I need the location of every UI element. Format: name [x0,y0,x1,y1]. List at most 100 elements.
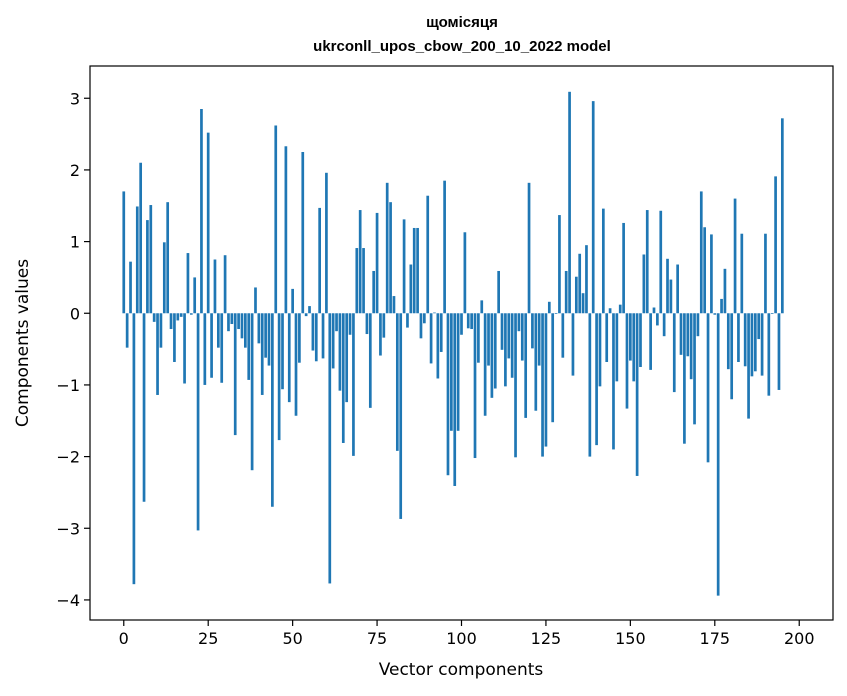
bar-67 [348,313,352,335]
x-tick-label: 125 [531,629,562,648]
bar-88 [419,313,423,339]
bar-123 [537,313,541,366]
bar-131 [564,270,568,314]
bar-100 [460,313,463,335]
bar-149 [625,313,629,409]
bar-109 [490,313,494,398]
bar-38 [250,313,254,471]
y-axis-label: Components values [13,259,33,427]
bar-59 [321,313,325,359]
bar-78 [385,182,389,314]
bar-3 [132,313,136,585]
x-tick-label: 175 [700,629,731,648]
bar-105 [477,313,480,363]
bar-171 [699,191,703,314]
bar-37 [247,313,251,380]
bar-0 [122,191,126,314]
bar-13 [166,202,170,314]
bar-33 [233,313,237,436]
bar-90 [426,195,430,314]
bar-9 [152,313,156,322]
y-axis-ticks: −4 −3 −2 −1 0 1 2 3 [56,89,90,610]
bar-132 [568,91,571,314]
bar-101 [463,232,467,314]
y-tick-label: −4 [56,591,80,610]
x-axis-label: Vector components [379,660,544,680]
bar-30 [223,255,227,314]
bar-117 [517,313,521,332]
bar-58 [318,207,321,314]
bar-174 [710,234,713,314]
bar-182 [737,313,740,362]
bar-133 [571,313,575,376]
bar-170 [696,313,700,337]
bar-153 [639,313,642,368]
bar-84 [406,313,409,328]
bar-114 [507,313,511,359]
bar-175 [713,313,717,315]
bar-46 [277,313,281,441]
bar-35 [240,313,244,339]
bar-167 [686,313,690,357]
bar-4 [135,206,139,314]
x-tick-label: 100 [446,629,477,648]
bar-60 [325,172,328,314]
bar-44 [271,313,274,507]
y-tick-label: 2 [70,161,80,180]
bar-130 [561,313,565,358]
bar-73 [368,313,372,408]
bar-187 [753,313,757,372]
bar-29 [220,313,224,383]
bar-49 [287,313,291,403]
bar-48 [284,146,288,314]
bar-77 [382,313,386,338]
bar-106 [480,300,484,314]
bar-19 [186,253,190,314]
bar-32 [230,313,234,325]
bar-41 [260,313,264,395]
x-tick-label: 0 [119,629,129,648]
bar-24 [203,313,207,385]
bar-10 [156,313,159,395]
bar-183 [740,233,744,314]
bar-140 [595,313,598,446]
bar-5 [139,162,143,314]
x-tick-label: 150 [615,629,646,648]
bar-71 [362,248,365,314]
bar-62 [331,313,335,369]
bar-76 [379,313,382,356]
bar-163 [672,313,676,393]
bar-89 [423,313,426,324]
bar-21 [193,277,197,314]
bar-65 [341,313,345,443]
bar-55 [308,306,311,314]
bar-119 [524,313,528,418]
bar-161 [666,258,669,314]
bar-107 [483,313,487,416]
bar-158 [656,313,659,326]
bar-165 [679,313,683,355]
bar-110 [493,313,497,389]
bar-15 [173,313,176,362]
bar-50 [291,288,294,314]
bar-52 [298,313,301,363]
bar-68 [352,313,355,456]
bar-47 [281,313,284,390]
bar-96 [446,313,450,476]
bar-111 [497,270,500,314]
x-tick-label: 50 [282,629,302,648]
bar-181 [733,198,737,314]
bar-185 [747,313,750,419]
bar-135 [578,253,582,314]
bar-142 [601,208,605,314]
bar-113 [504,313,507,387]
bar-115 [510,313,514,378]
bar-122 [534,313,538,411]
bar-186 [750,313,754,377]
bar-23 [200,109,203,314]
bar-97 [450,313,453,431]
bar-92 [433,312,436,314]
bar-157 [652,307,656,314]
bar-164 [676,264,679,314]
bar-184 [743,313,747,367]
